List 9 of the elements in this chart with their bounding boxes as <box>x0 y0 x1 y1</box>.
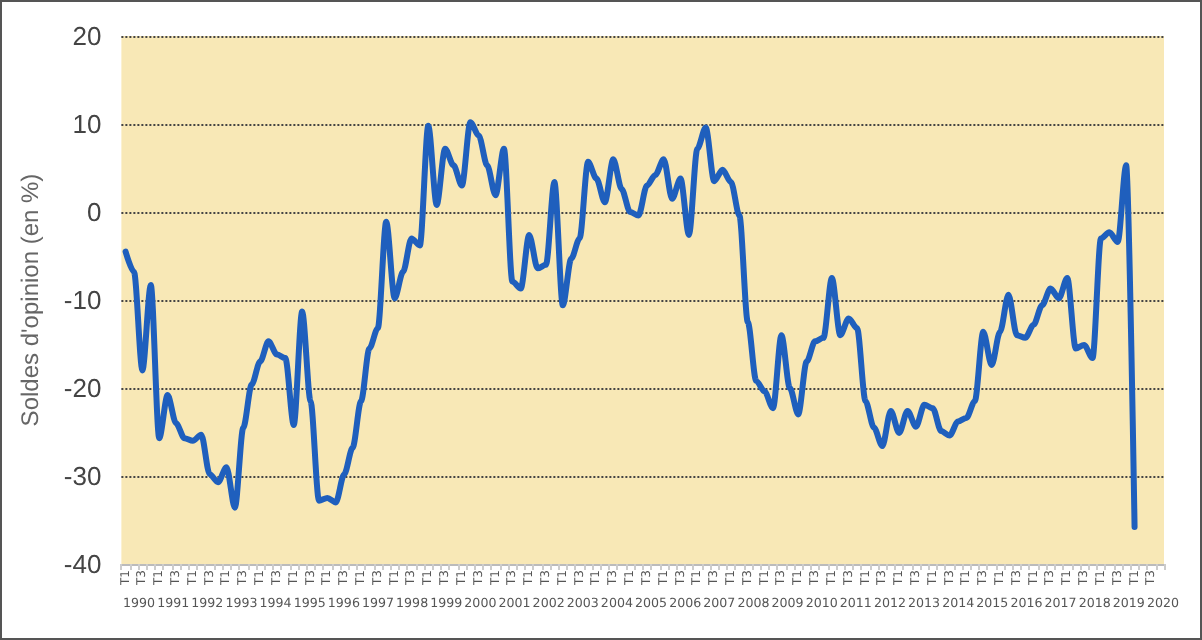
y-tick-label: -40 <box>63 549 102 579</box>
y-axis-title: Soldes d'opinion (en %) <box>16 173 44 427</box>
y-tick-label: 10 <box>72 109 102 139</box>
y-tick-label: -10 <box>63 285 102 315</box>
y-tick-label: 0 <box>86 197 102 227</box>
y-tick-label: 20 <box>72 21 102 51</box>
y-tick-label: -20 <box>63 373 102 403</box>
line-series <box>122 119 1138 531</box>
y-tick-label: -30 <box>63 461 102 491</box>
